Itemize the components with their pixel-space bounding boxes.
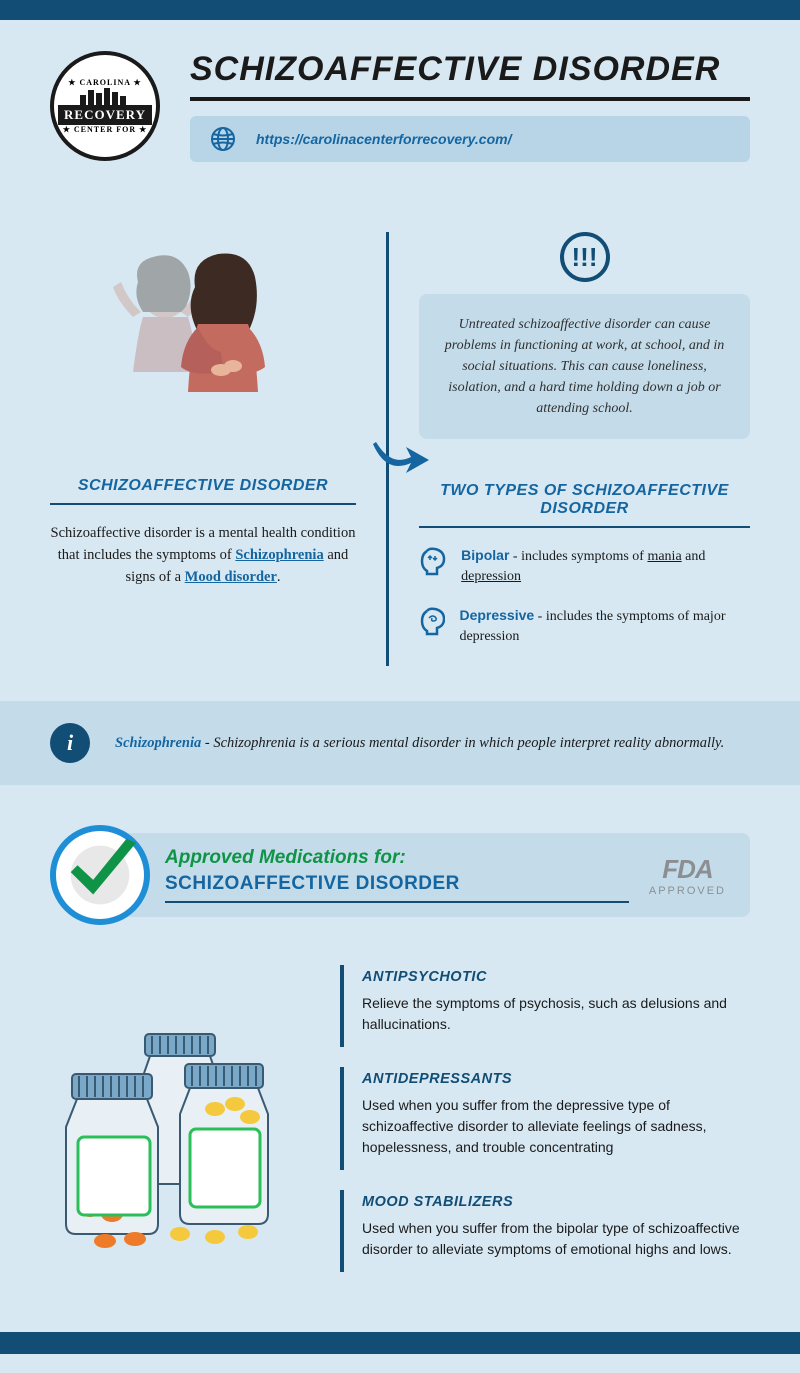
med-desc-2: Used when you suffer from the bipolar ty… [362,1218,750,1260]
checkmark-icon [56,830,144,920]
med-antipsychotic: ANTIPSYCHOTIC Relieve the symptoms of ps… [340,965,750,1047]
bipolar-label: Bipolar [461,547,509,563]
med-name-0: ANTIPSYCHOTIC [362,969,750,985]
url-bar: https://carolinacenterforrecovery.com/ [190,116,750,162]
alert-icon: !!! [560,232,610,282]
types-heading: TWO TYPES OF SCHIZOAFFECTIVE DISORDER [419,482,750,528]
med-name-1: ANTIDEPRESSANTS [362,1071,750,1087]
header: ★ CAROLINA ★ RECOVERY ★ CENTER FOR ★ SCH… [0,20,800,182]
fda-logo: FDA [649,854,726,885]
warning-text: Untreated schizoaffective disorder can c… [444,314,725,419]
page-title: SCHIZOAFFECTIVE DISORDER [190,50,750,101]
medications-section: ANTIPSYCHOTIC Relieve the symptoms of ps… [0,945,800,1332]
type-bipolar: Bipolar - includes symptoms of mania and… [419,546,750,586]
definition-section: SCHIZOAFFECTIVE DISORDER Schizoaffective… [0,207,800,701]
skyline-icon [75,87,135,105]
med-desc-1: Used when you suffer from the depressive… [362,1095,750,1158]
med-mood-stabilizers: MOOD STABILIZERS Used when you suffer fr… [340,1190,750,1272]
arrow-icon [371,432,431,482]
approved-section: Approved Medications for: SCHIZOAFFECTIV… [0,785,800,945]
logo-bottom: ★ CENTER FOR ★ [63,125,148,134]
url-text: https://carolinacenterforrecovery.com/ [256,131,511,147]
head-arrows-icon [419,546,447,576]
logo-main: RECOVERY [58,105,152,125]
info-strip: i Schizophrenia - Schizophrenia is a ser… [0,701,800,785]
globe-icon [210,126,236,152]
check-badge [50,825,150,925]
definition-text: Schizoaffective disorder is a mental hea… [50,523,356,588]
fda-badge: FDA APPROVED [649,854,726,897]
pill-bottles-illustration [50,965,310,1292]
approved-box: Approved Medications for: SCHIZOAFFECTIV… [105,833,750,917]
mood-disorder-term: Mood disorder [185,569,277,585]
info-icon: i [50,723,90,763]
warning-box: Untreated schizoaffective disorder can c… [419,294,750,439]
logo-top: ★ CAROLINA ★ [68,78,141,87]
med-name-2: MOOD STABILIZERS [362,1194,750,1210]
schizophrenia-term: Schizophrenia [235,547,323,563]
top-bar [0,0,800,20]
fda-approved-label: APPROVED [649,885,726,897]
approved-line1: Approved Medications for: [165,847,629,869]
logo: ★ CAROLINA ★ RECOVERY ★ CENTER FOR ★ [50,51,160,161]
approved-line2: SCHIZOAFFECTIVE DISORDER [165,873,629,901]
definition-heading: SCHIZOAFFECTIVE DISORDER [50,477,356,505]
head-swirl-icon [419,606,445,636]
bottom-bar [0,1332,800,1354]
person-illustration [83,232,323,452]
med-antidepressants: ANTIDEPRESSANTS Used when you suffer fro… [340,1067,750,1170]
info-text: Schizophrenia - Schizophrenia is a serio… [115,733,724,755]
med-desc-0: Relieve the symptoms of psychosis, such … [362,993,750,1035]
type-depressive: Depressive - includes the symptoms of ma… [419,606,750,646]
depressive-label: Depressive [459,607,534,623]
